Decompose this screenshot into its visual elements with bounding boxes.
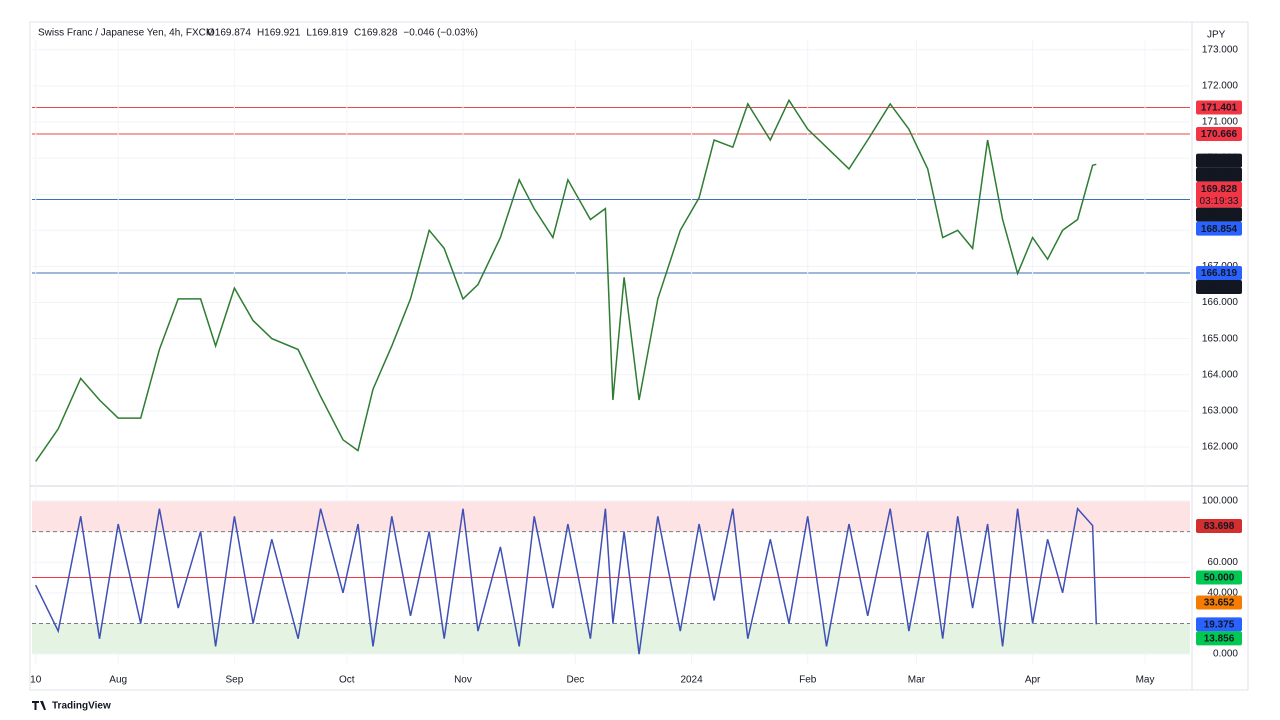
price-label: 171.401 [1201,103,1238,114]
price-label-box [1196,127,1242,142]
price-label-box [1196,221,1242,236]
price-label-box [1196,570,1242,585]
x-tick-label: Aug [109,675,127,686]
y-tick-label: 60.000 [1207,557,1238,568]
series-line [35,507,1098,655]
price-label-box [1196,265,1242,280]
price-label-box [1196,595,1242,610]
price-label: 169.930 [1201,156,1238,167]
y-tick-label: 171.000 [1202,117,1239,128]
ohlc-value: L169.819 [306,28,348,39]
x-tick-label: 10 [30,675,42,686]
x-tick-label: Mar [908,675,926,686]
price-label: 83.698 [1204,521,1235,532]
y-tick-label: 173.000 [1202,44,1239,55]
y-tick-label: 100.000 [1202,496,1239,507]
y-tick-label: 165.000 [1202,333,1239,344]
y-tick-label: 163.000 [1202,406,1239,417]
currency: JPY [1207,30,1226,41]
x-tick-label: 2024 [680,675,703,686]
zone-band [32,623,1190,655]
price-label-box [1196,167,1242,182]
price-label-box [1196,518,1242,533]
price-label: 166.819 [1201,268,1238,279]
y-tick-label: 0.000 [1213,649,1238,660]
price-label: 169.828 [1201,184,1238,195]
price-label-box [1196,181,1242,208]
zone-band [32,501,1190,532]
price-label: 13.856 [1204,634,1235,645]
y-tick-label: 164.000 [1202,369,1239,380]
price-label-box [1196,631,1242,646]
price-label: 166.754 [1201,282,1238,293]
brand-logo [32,701,46,710]
change-value: −0.046 (−0.03%) [403,28,478,39]
price-label-box [1196,153,1242,168]
x-tick-label: Sep [225,675,243,686]
frame [29,21,1249,691]
y-tick-label: 166.000 [1202,297,1239,308]
y-tick-label: 40.000 [1207,587,1238,598]
x-tick-label: Feb [799,675,817,686]
series-line [35,98,1097,462]
price-label-box [1196,617,1242,632]
ohlc-value: C169.828 [354,28,398,39]
ohlc-value: H169.921 [257,28,301,39]
price-label: 169.930 [1201,170,1238,181]
price-label: 169.145 [1201,210,1238,221]
price-label: 19.375 [1204,620,1235,631]
x-tick-label: Dec [566,675,584,686]
ohlc-legend: O169.874 H169.921 L169.819 C169.828 −0.046 (… [207,28,478,39]
y-tick-label: 162.000 [1202,442,1239,453]
countdown: 03:19:33 [1200,196,1239,207]
footer-brand: TradingView [52,701,111,712]
price-label-box [1196,207,1242,222]
ohlc-value: O169.874 [207,28,251,39]
x-tick-label: Oct [339,675,355,686]
x-tick-label: May [1136,675,1155,686]
price-label-box [1196,100,1242,115]
symbol-title: Swiss Franc / Japanese Yen, 4h, FXCM [38,28,214,39]
price-label: 33.652 [1204,598,1235,609]
y-tick-label: 172.000 [1202,81,1239,92]
x-tick-label: Nov [454,675,472,686]
price-label-box [1196,279,1242,294]
price-label: 168.854 [1201,224,1238,235]
price-label: 170.666 [1201,129,1238,140]
price-label: 50.000 [1204,573,1235,584]
x-tick-label: Apr [1025,675,1041,686]
